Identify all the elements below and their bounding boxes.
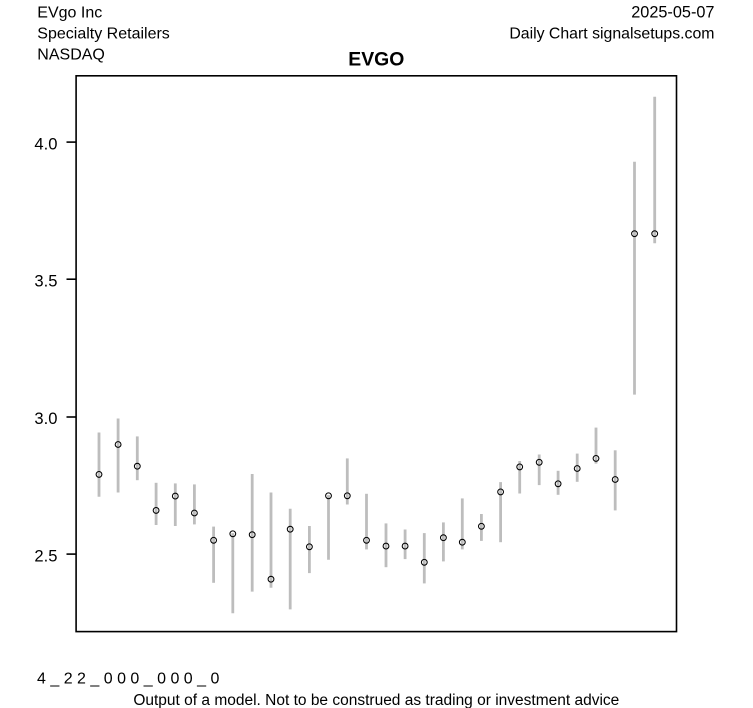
svg-text:Daily Chart signalsetups.com: Daily Chart signalsetups.com xyxy=(509,26,714,43)
svg-text:NASDAQ: NASDAQ xyxy=(37,47,105,64)
svg-text:Output of a model. Not to be c: Output of a model. Not to be construed a… xyxy=(133,692,619,708)
svg-text:EVGO: EVGO xyxy=(348,49,404,71)
svg-text:3.5: 3.5 xyxy=(34,271,57,290)
svg-text:2025-05-07: 2025-05-07 xyxy=(631,4,714,22)
svg-text:3.0: 3.0 xyxy=(34,409,57,428)
svg-text:2.5: 2.5 xyxy=(34,546,57,565)
svg-text:Specialty Retailers: Specialty Retailers xyxy=(37,26,170,43)
svg-text:4 _ 2 2 _ 0 0 0 _ 0 0 0 _ 0: 4 _ 2 2 _ 0 0 0 _ 0 0 0 _ 0 xyxy=(37,671,219,688)
svg-text:4.0: 4.0 xyxy=(34,134,57,153)
svg-text:EVgo Inc: EVgo Inc xyxy=(37,5,102,22)
